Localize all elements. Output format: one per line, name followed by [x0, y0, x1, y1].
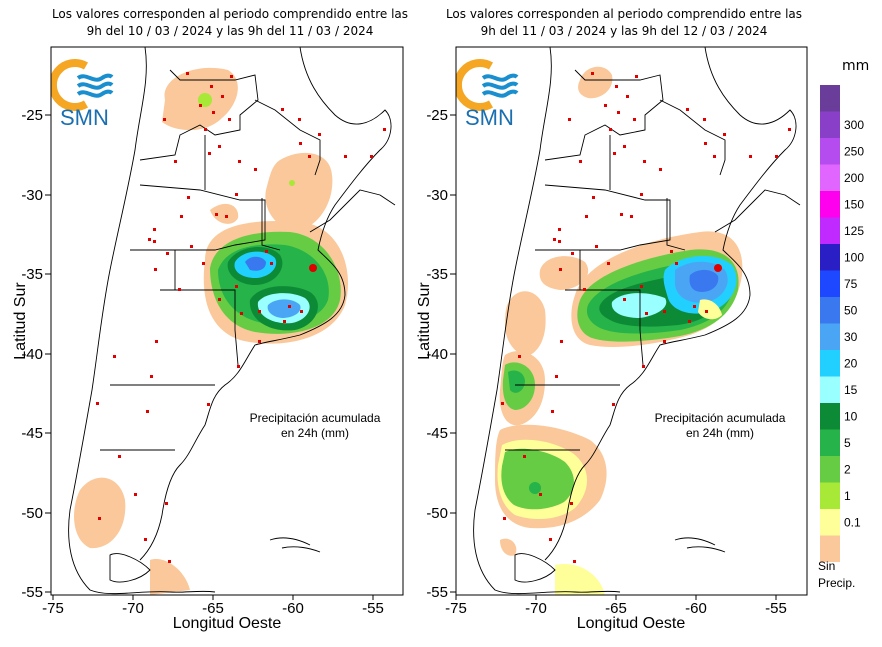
map-1-caption: Los valores corresponden al periodo comp…	[40, 6, 420, 40]
legend-bin-label: 15	[844, 383, 858, 397]
legend-bin	[820, 270, 840, 297]
map-2-lat-tick-label: -30	[426, 187, 448, 204]
map-1-lat-tick-label: -50	[21, 505, 43, 522]
map-2-lon-tick-label: -70	[525, 600, 547, 617]
map-2-lat-tick-label: -25	[426, 107, 448, 124]
map-1-xlabel: Longitud Oeste	[173, 615, 282, 632]
legend-bin	[820, 350, 840, 377]
map-2-coastline	[473, 47, 801, 595]
map-2-frame	[455, 46, 808, 596]
legend-bin	[820, 111, 840, 138]
legend-bin	[820, 456, 840, 483]
map-2-lat-tick-label: -55	[426, 584, 448, 601]
map-2-lat-tick-label: -45	[426, 425, 448, 442]
map-2-stations	[501, 72, 791, 563]
map-1-coastline	[68, 47, 396, 595]
legend-bin	[820, 429, 840, 456]
legend-bin	[820, 376, 840, 403]
legend-colorbar	[820, 85, 840, 562]
map-2-lon-tick-label: -65	[605, 600, 627, 617]
map-1-lat-tick-label: -35	[21, 266, 43, 283]
map-2-xlabel: Longitud Oeste	[577, 615, 686, 632]
map-2-lat-tick-label: -50	[426, 505, 448, 522]
legend-bin	[820, 85, 840, 112]
map-1-lon-tick-label: -55	[362, 600, 384, 617]
legend-bin-label: 150	[844, 197, 864, 211]
map-2-plot	[456, 47, 801, 595]
map-1-caption-line1: Los valores corresponden al periodo comp…	[51, 7, 409, 21]
legend-bin-label: 75	[844, 277, 858, 291]
map-1-lat-tick-label: -40	[21, 346, 43, 363]
map-1-lon-tick-label: -70	[122, 600, 144, 617]
map-1-lon-tick-label: -65	[202, 600, 224, 617]
map-1-lat-ticks	[45, 114, 51, 593]
map-2-lon-tick-label: -55	[765, 600, 787, 617]
map-1-ylabel: Latitud Sur	[12, 282, 29, 360]
legend-bin-label: 200	[844, 171, 864, 185]
map-1-precip-field	[74, 67, 348, 595]
legend-bin-label: 100	[844, 250, 864, 264]
legend-bin	[820, 138, 840, 165]
map-1-caption-line2: 9h del 10 / 03 / 2024 y las 9h del 11 / …	[86, 24, 374, 38]
legend-bin	[820, 403, 840, 430]
legend-bin	[820, 535, 840, 562]
map-2-lon-tick-label: -75	[445, 600, 467, 617]
legend-bin	[820, 297, 840, 324]
map-2-lat-tick-label: -40	[426, 346, 448, 363]
map-2-precip-field	[495, 66, 743, 595]
map-2-logo-text: SMN	[465, 105, 514, 130]
map-2-lat-tick-label: -35	[426, 266, 448, 283]
legend-bin-label: 250	[844, 144, 864, 158]
map-1-annotation-line2: en 24h (mm)	[281, 426, 349, 440]
legend-bin	[820, 191, 840, 218]
legend-unit: mm	[842, 58, 870, 74]
map-2-smn-logo	[456, 59, 519, 111]
legend-bin-label: 125	[844, 224, 864, 238]
legend-labels: 300 250 200 150 125 100 75 50 30 20 15 10 5 2 1 0.1	[844, 118, 864, 530]
map-2-caption: Los valores corresponden al periodo comp…	[434, 6, 814, 40]
map-2-ylabel: Latitud Sur	[416, 282, 433, 360]
legend-bin	[820, 482, 840, 509]
map-2-annotation-line2: en 24h (mm)	[686, 426, 754, 440]
map-1-stations	[96, 72, 386, 563]
map-1-lon-tick-label: -75	[42, 600, 64, 617]
legend-no-precip-line2: Precip.	[818, 576, 855, 590]
legend-bin	[820, 164, 840, 191]
legend-bin-label: 50	[844, 303, 858, 317]
legend-bin	[820, 244, 840, 271]
legend-bin-label: 30	[844, 330, 858, 344]
legend-no-precip-line1: Sin	[818, 559, 835, 573]
legend-bin-label: 300	[844, 118, 864, 132]
map-1-lat-tick-label: -55	[21, 584, 43, 601]
map-1-smn-logo	[51, 59, 114, 111]
legend-bin-label: 5	[844, 436, 851, 450]
map-1-plot	[51, 47, 396, 595]
map-2-caption-line1: Los valores corresponden al periodo comp…	[445, 7, 803, 21]
map-2-lon-ticks	[455, 595, 777, 600]
legend-bin-label: 20	[844, 356, 858, 370]
map-1-logo-text: SMN	[60, 105, 109, 130]
map-1-lat-tick-label: -45	[21, 425, 43, 442]
legend-bin-label: 0.1	[844, 515, 861, 529]
legend-bin	[820, 323, 840, 350]
map-1-frame	[50, 46, 404, 596]
map-2-lon-tick-label: -60	[685, 600, 707, 617]
map-1-lat-tick-label: -25	[21, 107, 43, 124]
legend-bin-label: 2	[844, 462, 851, 476]
map-2-caption-line2: 9h del 11 / 03 / 2024 y las 9h del 12 / …	[480, 24, 768, 38]
map-1-annotation-line1: Precipitación acumulada	[250, 411, 381, 425]
map-1-lon-tick-label: -60	[282, 600, 304, 617]
legend-bin	[820, 217, 840, 244]
map-1-lat-tick-label: -30	[21, 187, 43, 204]
map-2-lat-ticks	[450, 114, 456, 593]
legend-bin-label: 1	[844, 489, 851, 503]
legend-bin-label: 10	[844, 409, 858, 423]
legend-bin	[820, 509, 840, 536]
map-1-lon-ticks	[52, 595, 374, 600]
map-2-annotation-line1: Precipitación acumulada	[655, 411, 786, 425]
